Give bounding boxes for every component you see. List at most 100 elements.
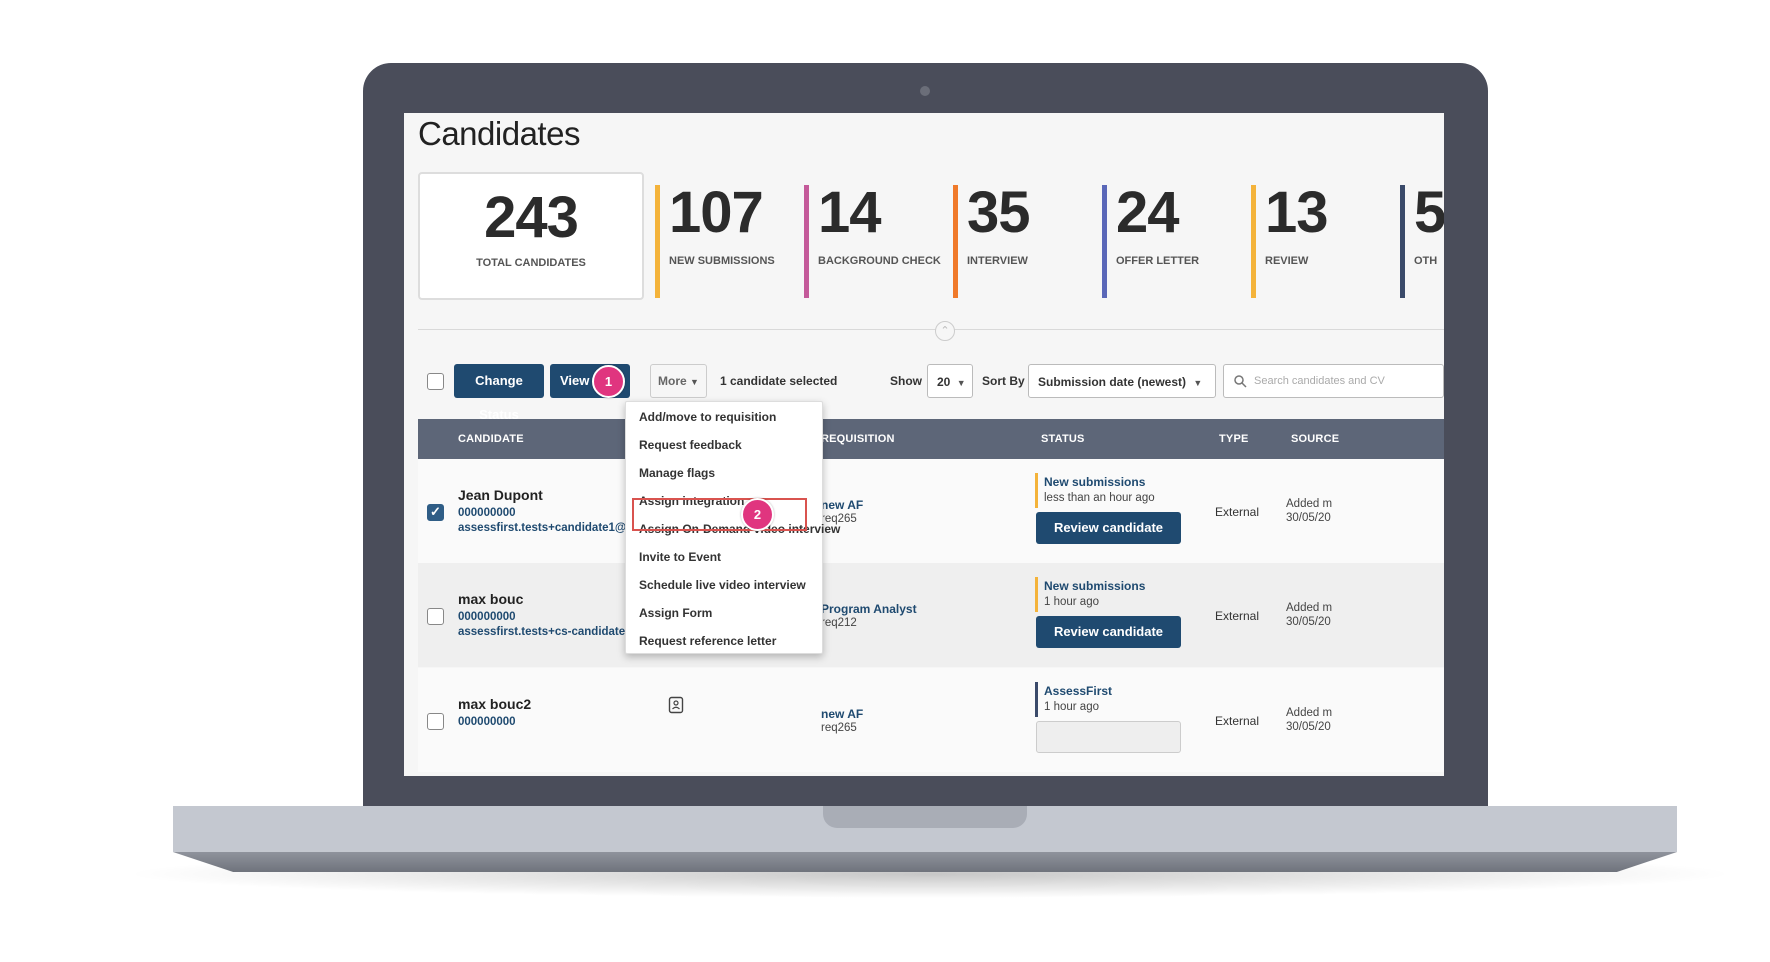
- stat-new-submissions[interactable]: 107 NEW SUBMISSIONS: [655, 180, 795, 298]
- select-all-checkbox[interactable]: [427, 373, 444, 390]
- source-line1: Added m: [1286, 707, 1333, 719]
- review-candidate-button[interactable]: Review candidate: [1036, 616, 1181, 648]
- sort-select[interactable]: Submission date (newest) ▼: [1028, 364, 1216, 398]
- candidate-email[interactable]: assessfirst.tests+cs-candidate-3@g: [458, 626, 654, 638]
- column-header-status[interactable]: STATUS: [1041, 433, 1085, 445]
- requisition-id: req212: [821, 617, 857, 629]
- table-row[interactable]: max bouc 000000000 assessfirst.tests+cs-…: [418, 563, 1444, 667]
- camera-icon: [920, 86, 930, 96]
- change-status-button[interactable]: Change Status: [454, 364, 544, 422]
- requisition-title[interactable]: new AF: [821, 498, 864, 512]
- status-title: New submissions: [1044, 579, 1146, 593]
- search-input[interactable]: Search candidates and CV: [1223, 364, 1444, 398]
- menu-item-request-feedback[interactable]: Request feedback: [639, 438, 742, 452]
- source-line1: Added m: [1286, 498, 1333, 510]
- stat-value: 13: [1265, 180, 1329, 245]
- stat-review[interactable]: 13 REVIEW: [1251, 180, 1391, 298]
- more-label: More: [658, 374, 687, 388]
- highlight-assign-integration: [632, 498, 807, 531]
- candidate-id: 000000000: [458, 716, 516, 728]
- stat-other[interactable]: 5 OTH: [1400, 180, 1444, 298]
- search-placeholder: Search candidates and CV: [1254, 375, 1385, 387]
- app-screen: Candidates 243 TOTAL CANDIDATES 107 NEW …: [404, 113, 1444, 776]
- stat-label: TOTAL CANDIDATES: [476, 257, 586, 269]
- stat-total-candidates[interactable]: 243 TOTAL CANDIDATES: [418, 172, 644, 300]
- menu-item-assign-integration[interactable]: Assign integration: [639, 494, 745, 508]
- stat-value: 107: [669, 180, 764, 245]
- show-label: Show: [890, 374, 922, 388]
- menu-item-schedule-live-interview[interactable]: Schedule live video interview: [639, 578, 806, 592]
- row-checkbox[interactable]: ✓: [427, 504, 444, 521]
- candidate-id: 000000000: [458, 611, 516, 623]
- candidate-type: External: [1215, 714, 1260, 728]
- more-dropdown-menu: Add/move to requisition Request feedback…: [625, 401, 840, 654]
- collapse-chevron-icon[interactable]: ⌃: [935, 321, 955, 341]
- page-title: Candidates: [418, 115, 580, 152]
- candidate-name[interactable]: Jean Dupont: [458, 487, 543, 503]
- stat-value: 35: [967, 180, 1031, 245]
- source-line2: 30/05/20: [1286, 721, 1331, 733]
- candidate-name[interactable]: max bouc: [458, 591, 524, 607]
- row-checkbox[interactable]: [427, 713, 444, 730]
- page-size-value: 20: [937, 375, 951, 389]
- laptop-notch: [823, 806, 1027, 828]
- stat-offer-letter[interactable]: 24 OFFER LETTER: [1102, 180, 1242, 298]
- status-time: 1 hour ago: [1044, 701, 1099, 713]
- resume-document-icon[interactable]: [668, 696, 684, 714]
- candidate-email[interactable]: assessfirst.tests+candidate1@gmail: [458, 522, 657, 534]
- stat-color-bar: [1400, 185, 1405, 298]
- status-color-bar: [1035, 473, 1038, 508]
- table-row[interactable]: ✓ Jean Dupont 000000000 assessfirst.test…: [418, 459, 1444, 563]
- stat-value: 24: [1116, 180, 1180, 245]
- stat-interview[interactable]: 35 INTERVIEW: [953, 180, 1093, 298]
- menu-item-assign-form[interactable]: Assign Form: [639, 606, 713, 620]
- menu-item-request-reference[interactable]: Request reference letter: [639, 634, 777, 648]
- source-line2: 30/05/20: [1286, 616, 1331, 628]
- stat-label: OTH: [1414, 255, 1438, 267]
- column-header-candidate[interactable]: CANDIDATE: [458, 433, 524, 445]
- stat-label: REVIEW: [1265, 255, 1309, 267]
- candidate-id: 000000000: [458, 507, 516, 519]
- status-time: less than an hour ago: [1044, 492, 1155, 504]
- status-action-button[interactable]: [1036, 721, 1181, 753]
- requisition-id: req265: [821, 513, 857, 525]
- menu-item-add-move-requisition[interactable]: Add/move to requisition: [639, 410, 777, 424]
- stat-color-bar: [953, 185, 958, 298]
- menu-item-invite-event[interactable]: Invite to Event: [639, 550, 722, 564]
- stats-divider: [418, 329, 1444, 330]
- column-header-requisition[interactable]: REQUISITION: [821, 433, 895, 445]
- table-header: CANDIDATE REQUISITION STATUS TYPE SOURCE: [418, 419, 1444, 459]
- requisition-title[interactable]: new AF: [821, 707, 864, 721]
- table-row[interactable]: max bouc2 000000000 new AF req265 Assess…: [418, 668, 1444, 772]
- step-badge-1: 1: [592, 365, 625, 398]
- source-line1: Added m: [1286, 602, 1333, 614]
- requisition-id: req265: [821, 722, 857, 734]
- row-checkbox[interactable]: [427, 608, 444, 625]
- laptop-base-underside: [173, 852, 1677, 872]
- stat-value: 5: [1414, 180, 1444, 245]
- status-time: 1 hour ago: [1044, 596, 1099, 608]
- step-badge-2: 2: [741, 498, 774, 531]
- stat-label: OFFER LETTER: [1116, 255, 1200, 267]
- requisition-title[interactable]: Program Analyst: [821, 602, 917, 616]
- more-dropdown-button[interactable]: More ▼: [650, 364, 707, 398]
- column-header-source[interactable]: SOURCE: [1291, 433, 1340, 445]
- menu-item-manage-flags[interactable]: Manage flags: [639, 466, 716, 480]
- status-color-bar: [1035, 682, 1038, 717]
- stat-background-check[interactable]: 14 BACKGROUND CHECK: [804, 180, 944, 298]
- stat-color-bar: [804, 185, 809, 298]
- review-candidate-button[interactable]: Review candidate: [1036, 512, 1181, 544]
- candidate-name[interactable]: max bouc2: [458, 696, 532, 712]
- stat-color-bar: [655, 185, 660, 298]
- status-title: New submissions: [1044, 475, 1146, 489]
- selected-count: 1 candidate selected: [720, 374, 838, 388]
- caret-down-icon: ▼: [956, 378, 966, 388]
- page-size-select[interactable]: 20 ▼: [927, 364, 973, 398]
- sort-value: Submission date (newest): [1038, 375, 1187, 389]
- stat-label: BACKGROUND CHECK: [818, 255, 941, 267]
- column-header-type[interactable]: TYPE: [1219, 433, 1249, 445]
- caret-down-icon: ▼: [690, 377, 699, 387]
- stat-label: INTERVIEW: [967, 255, 1028, 267]
- stat-value: 243: [484, 185, 579, 250]
- stat-label: NEW SUBMISSIONS: [669, 255, 775, 267]
